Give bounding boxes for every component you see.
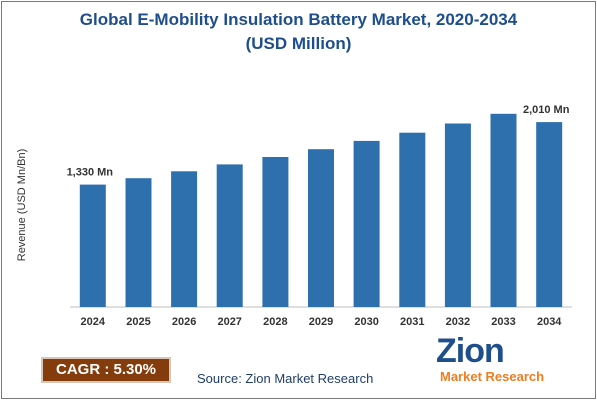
bar-2034: [536, 122, 563, 307]
x-tick-label-2033: 2033: [491, 316, 515, 328]
x-tick-label-2027: 2027: [217, 316, 241, 328]
bar-2025: [125, 178, 152, 307]
logo-word: Zion: [436, 332, 505, 370]
chart-subtitle: (USD Million): [245, 34, 352, 53]
logo-subtitle: Market Research: [440, 369, 545, 384]
bar-2031: [399, 132, 426, 307]
y-axis-label: Revenue (USD Mn/Bn): [16, 148, 28, 262]
x-tick-label-2025: 2025: [126, 316, 150, 328]
bar-2032: [444, 123, 471, 307]
zion-logo: Zion Market Research: [436, 332, 576, 388]
cagr-badge: CAGR : 5.30%: [41, 357, 171, 383]
x-tick-label-2030: 2030: [354, 316, 378, 328]
bar-2033: [490, 113, 517, 307]
source-text: Source: Zion Market Research: [197, 371, 374, 386]
x-tick-label-2028: 2028: [263, 316, 287, 328]
x-tick-label-2026: 2026: [172, 316, 196, 328]
x-tick-label-2034: 2034: [537, 316, 562, 328]
bar-2026: [171, 171, 198, 307]
bar-2030: [353, 140, 380, 307]
x-tick-label-2024: 2024: [81, 316, 106, 328]
bar-2024: [79, 184, 106, 307]
data-label-2024: 1,330 Mn: [67, 167, 114, 179]
x-tick-label-2032: 2032: [446, 316, 470, 328]
x-tick-label-2029: 2029: [309, 316, 333, 328]
data-label-2034: 2,010 Mn: [523, 104, 570, 116]
x-tick-label-2031: 2031: [400, 316, 424, 328]
bar-2029: [308, 149, 334, 307]
chart-title: Global E-Mobility Insulation Battery Mar…: [79, 10, 518, 29]
bar-2027: [216, 164, 243, 307]
bar-2028: [262, 157, 289, 307]
